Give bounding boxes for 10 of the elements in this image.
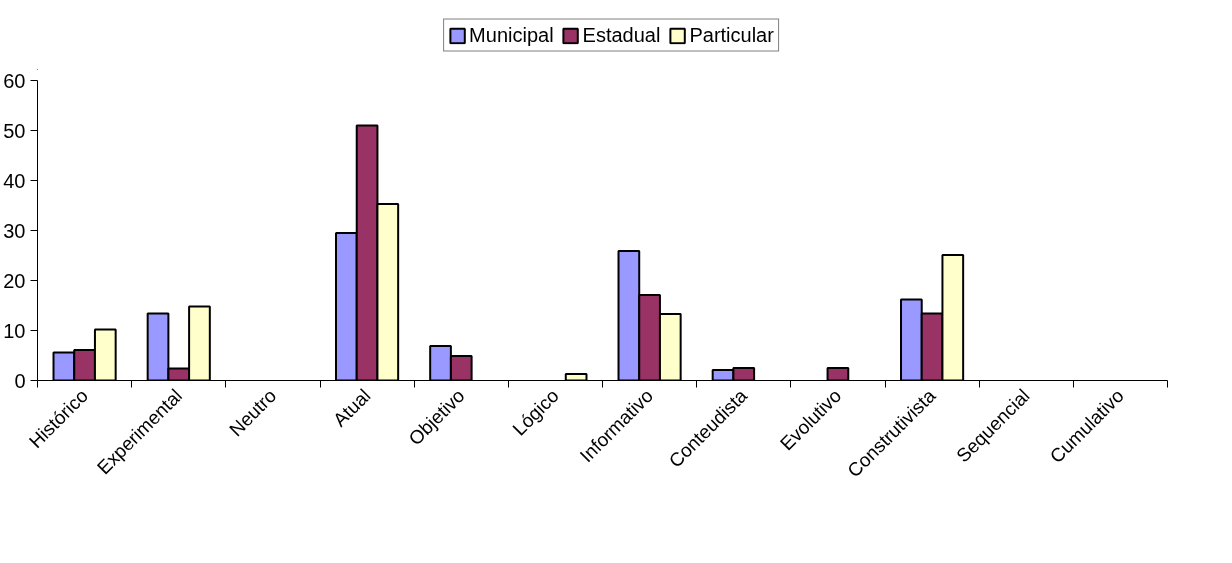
y-tick-label: 0 (14, 369, 26, 392)
legend-label: Municipal (469, 23, 554, 47)
y-tick-label: 60 (3, 69, 26, 92)
y-tick-label: 30 (3, 219, 26, 242)
y-tick-label: 40 (3, 169, 26, 192)
legend-label: Particular (689, 23, 774, 47)
y-tick-label: 10 (3, 319, 26, 342)
y-tick-label: 50 (3, 119, 26, 142)
y-tick-label: 20 (3, 269, 26, 292)
legend-label: Estadual (582, 23, 661, 47)
